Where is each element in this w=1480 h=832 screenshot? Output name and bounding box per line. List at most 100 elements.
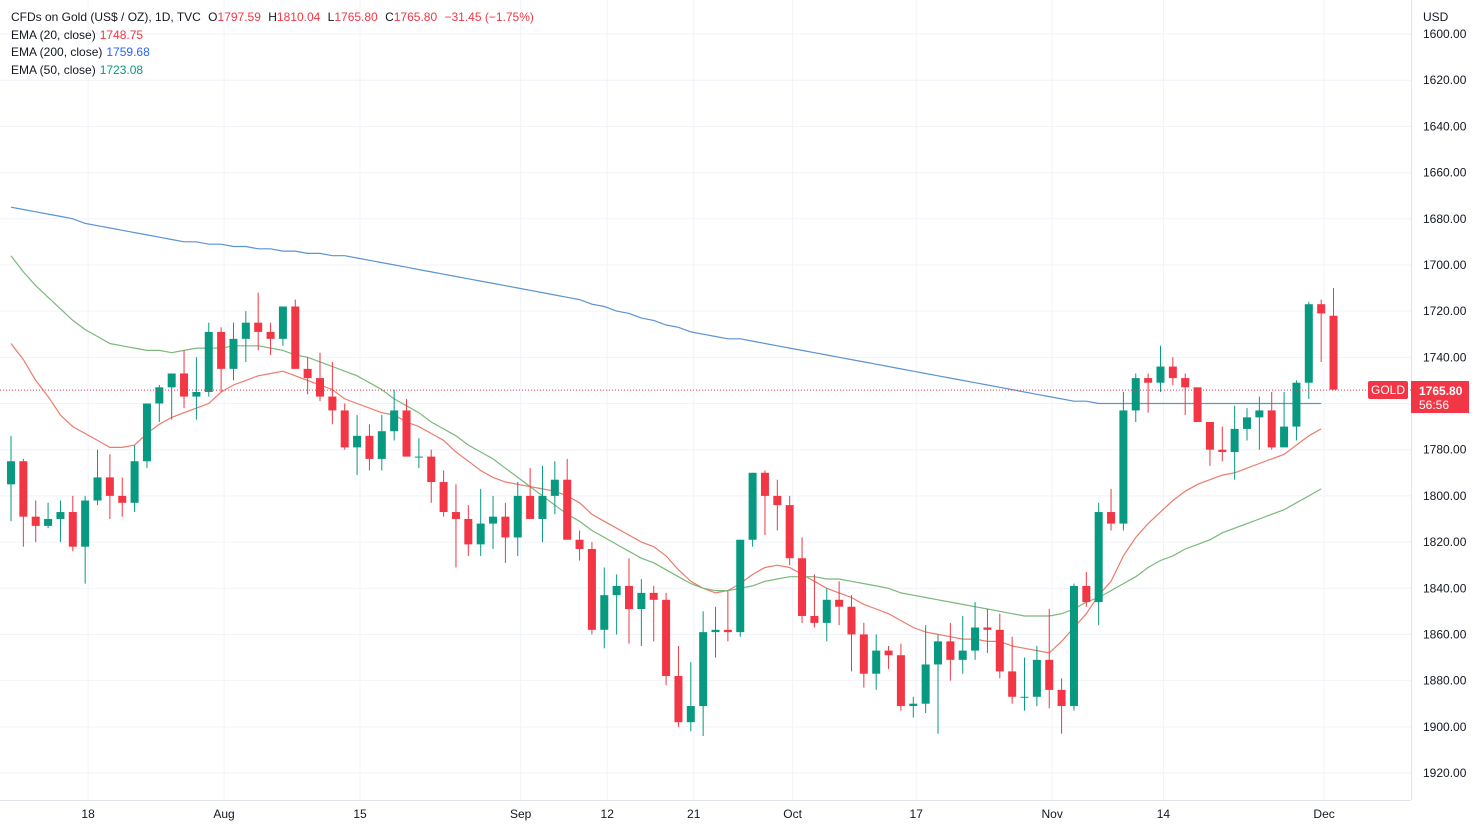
candle[interactable] xyxy=(68,495,77,552)
candle[interactable] xyxy=(983,609,992,653)
candle[interactable] xyxy=(1107,488,1116,531)
candle[interactable] xyxy=(217,327,226,392)
candle[interactable] xyxy=(1119,391,1128,531)
candle[interactable] xyxy=(686,662,695,732)
candle[interactable] xyxy=(402,398,411,457)
candle[interactable] xyxy=(56,500,65,543)
candle[interactable] xyxy=(1218,426,1227,462)
candle[interactable] xyxy=(896,643,905,711)
candle[interactable] xyxy=(278,306,287,346)
candle[interactable] xyxy=(1082,572,1091,607)
candle[interactable] xyxy=(798,537,807,623)
candle[interactable] xyxy=(835,581,844,626)
candle[interactable] xyxy=(946,622,955,681)
candle[interactable] xyxy=(1193,387,1202,422)
candle[interactable] xyxy=(859,622,868,688)
candle[interactable] xyxy=(19,458,28,547)
candle[interactable] xyxy=(489,495,498,549)
candle[interactable] xyxy=(316,352,324,402)
candle[interactable] xyxy=(1094,502,1103,626)
candle[interactable] xyxy=(1156,345,1165,392)
candle[interactable] xyxy=(674,645,683,727)
candle[interactable] xyxy=(44,502,53,529)
candle[interactable] xyxy=(748,472,757,547)
time-axis[interactable]: 18 Aug 15 Sep 12 21 Oct 17 Nov 14 Dec xyxy=(81,807,1334,821)
candle[interactable] xyxy=(513,482,522,556)
candle[interactable] xyxy=(1168,357,1177,386)
candle[interactable] xyxy=(575,530,584,561)
candle[interactable] xyxy=(921,625,930,713)
candle[interactable] xyxy=(204,322,213,397)
candle[interactable] xyxy=(1304,301,1313,399)
candle[interactable] xyxy=(699,611,708,737)
candle[interactable] xyxy=(1045,609,1054,709)
candle[interactable] xyxy=(995,613,1004,679)
candle[interactable] xyxy=(328,361,337,425)
ema20-legend-row[interactable]: EMA (20, close) 1748.75 xyxy=(11,27,534,45)
candle[interactable] xyxy=(884,645,893,670)
candle[interactable] xyxy=(1020,657,1029,711)
candle[interactable] xyxy=(464,505,473,556)
candle[interactable] xyxy=(501,502,510,563)
candle[interactable] xyxy=(1057,678,1066,734)
candle[interactable] xyxy=(93,449,102,506)
candle[interactable] xyxy=(377,415,386,471)
candle[interactable] xyxy=(142,403,151,469)
candle[interactable] xyxy=(241,311,250,362)
candle[interactable] xyxy=(563,458,572,540)
candle[interactable] xyxy=(723,590,732,642)
candle[interactable] xyxy=(1131,373,1140,422)
candle[interactable] xyxy=(612,574,621,635)
candle[interactable] xyxy=(1280,391,1289,448)
candle[interactable] xyxy=(340,403,349,450)
candle[interactable] xyxy=(7,435,15,522)
candle[interactable] xyxy=(1230,405,1239,480)
candle[interactable] xyxy=(1181,373,1190,416)
candle[interactable] xyxy=(1205,421,1214,466)
candle[interactable] xyxy=(587,542,596,635)
candle[interactable] xyxy=(637,579,646,646)
candle[interactable] xyxy=(266,322,275,356)
candle[interactable] xyxy=(1008,636,1017,704)
candle[interactable] xyxy=(1069,583,1078,711)
ema200-legend-row[interactable]: EMA (200, close) 1759.68 xyxy=(11,44,534,62)
candle[interactable] xyxy=(909,696,918,718)
candle[interactable] xyxy=(130,445,139,513)
candle[interactable] xyxy=(180,350,189,409)
candle[interactable] xyxy=(229,322,238,381)
candle[interactable] xyxy=(625,558,633,644)
candle[interactable] xyxy=(736,539,745,637)
candle[interactable] xyxy=(822,588,831,642)
candle[interactable] xyxy=(958,615,967,674)
candle[interactable] xyxy=(971,602,980,660)
candle[interactable] xyxy=(303,357,312,395)
candle[interactable] xyxy=(1317,299,1326,362)
ema50-legend-row[interactable]: EMA (50, close) 1723.08 xyxy=(11,62,534,80)
candle[interactable] xyxy=(649,585,658,642)
candle[interactable] xyxy=(1144,373,1153,413)
symbol-legend-row[interactable]: CFDs on Gold (US$ / OZ), 1D, TVC O1797.5… xyxy=(11,9,534,27)
candle[interactable] xyxy=(662,592,671,686)
candle[interactable] xyxy=(155,385,164,422)
candle[interactable] xyxy=(291,299,300,369)
candle[interactable] xyxy=(1267,391,1276,450)
candle[interactable] xyxy=(427,449,436,503)
candle[interactable] xyxy=(773,479,782,531)
candle[interactable] xyxy=(81,495,90,584)
candle[interactable] xyxy=(785,495,794,566)
candle[interactable] xyxy=(600,567,609,649)
candle[interactable] xyxy=(31,500,40,543)
candle[interactable] xyxy=(1255,396,1264,450)
candle[interactable] xyxy=(451,484,460,568)
candle[interactable] xyxy=(711,606,720,658)
candle[interactable] xyxy=(934,634,942,734)
candle[interactable] xyxy=(810,574,819,628)
candle[interactable] xyxy=(118,477,127,517)
candle[interactable] xyxy=(353,415,362,476)
candle[interactable] xyxy=(550,461,559,515)
candle[interactable] xyxy=(105,454,114,519)
candle[interactable] xyxy=(538,465,547,543)
candle[interactable] xyxy=(414,438,423,469)
candle[interactable] xyxy=(254,292,263,351)
